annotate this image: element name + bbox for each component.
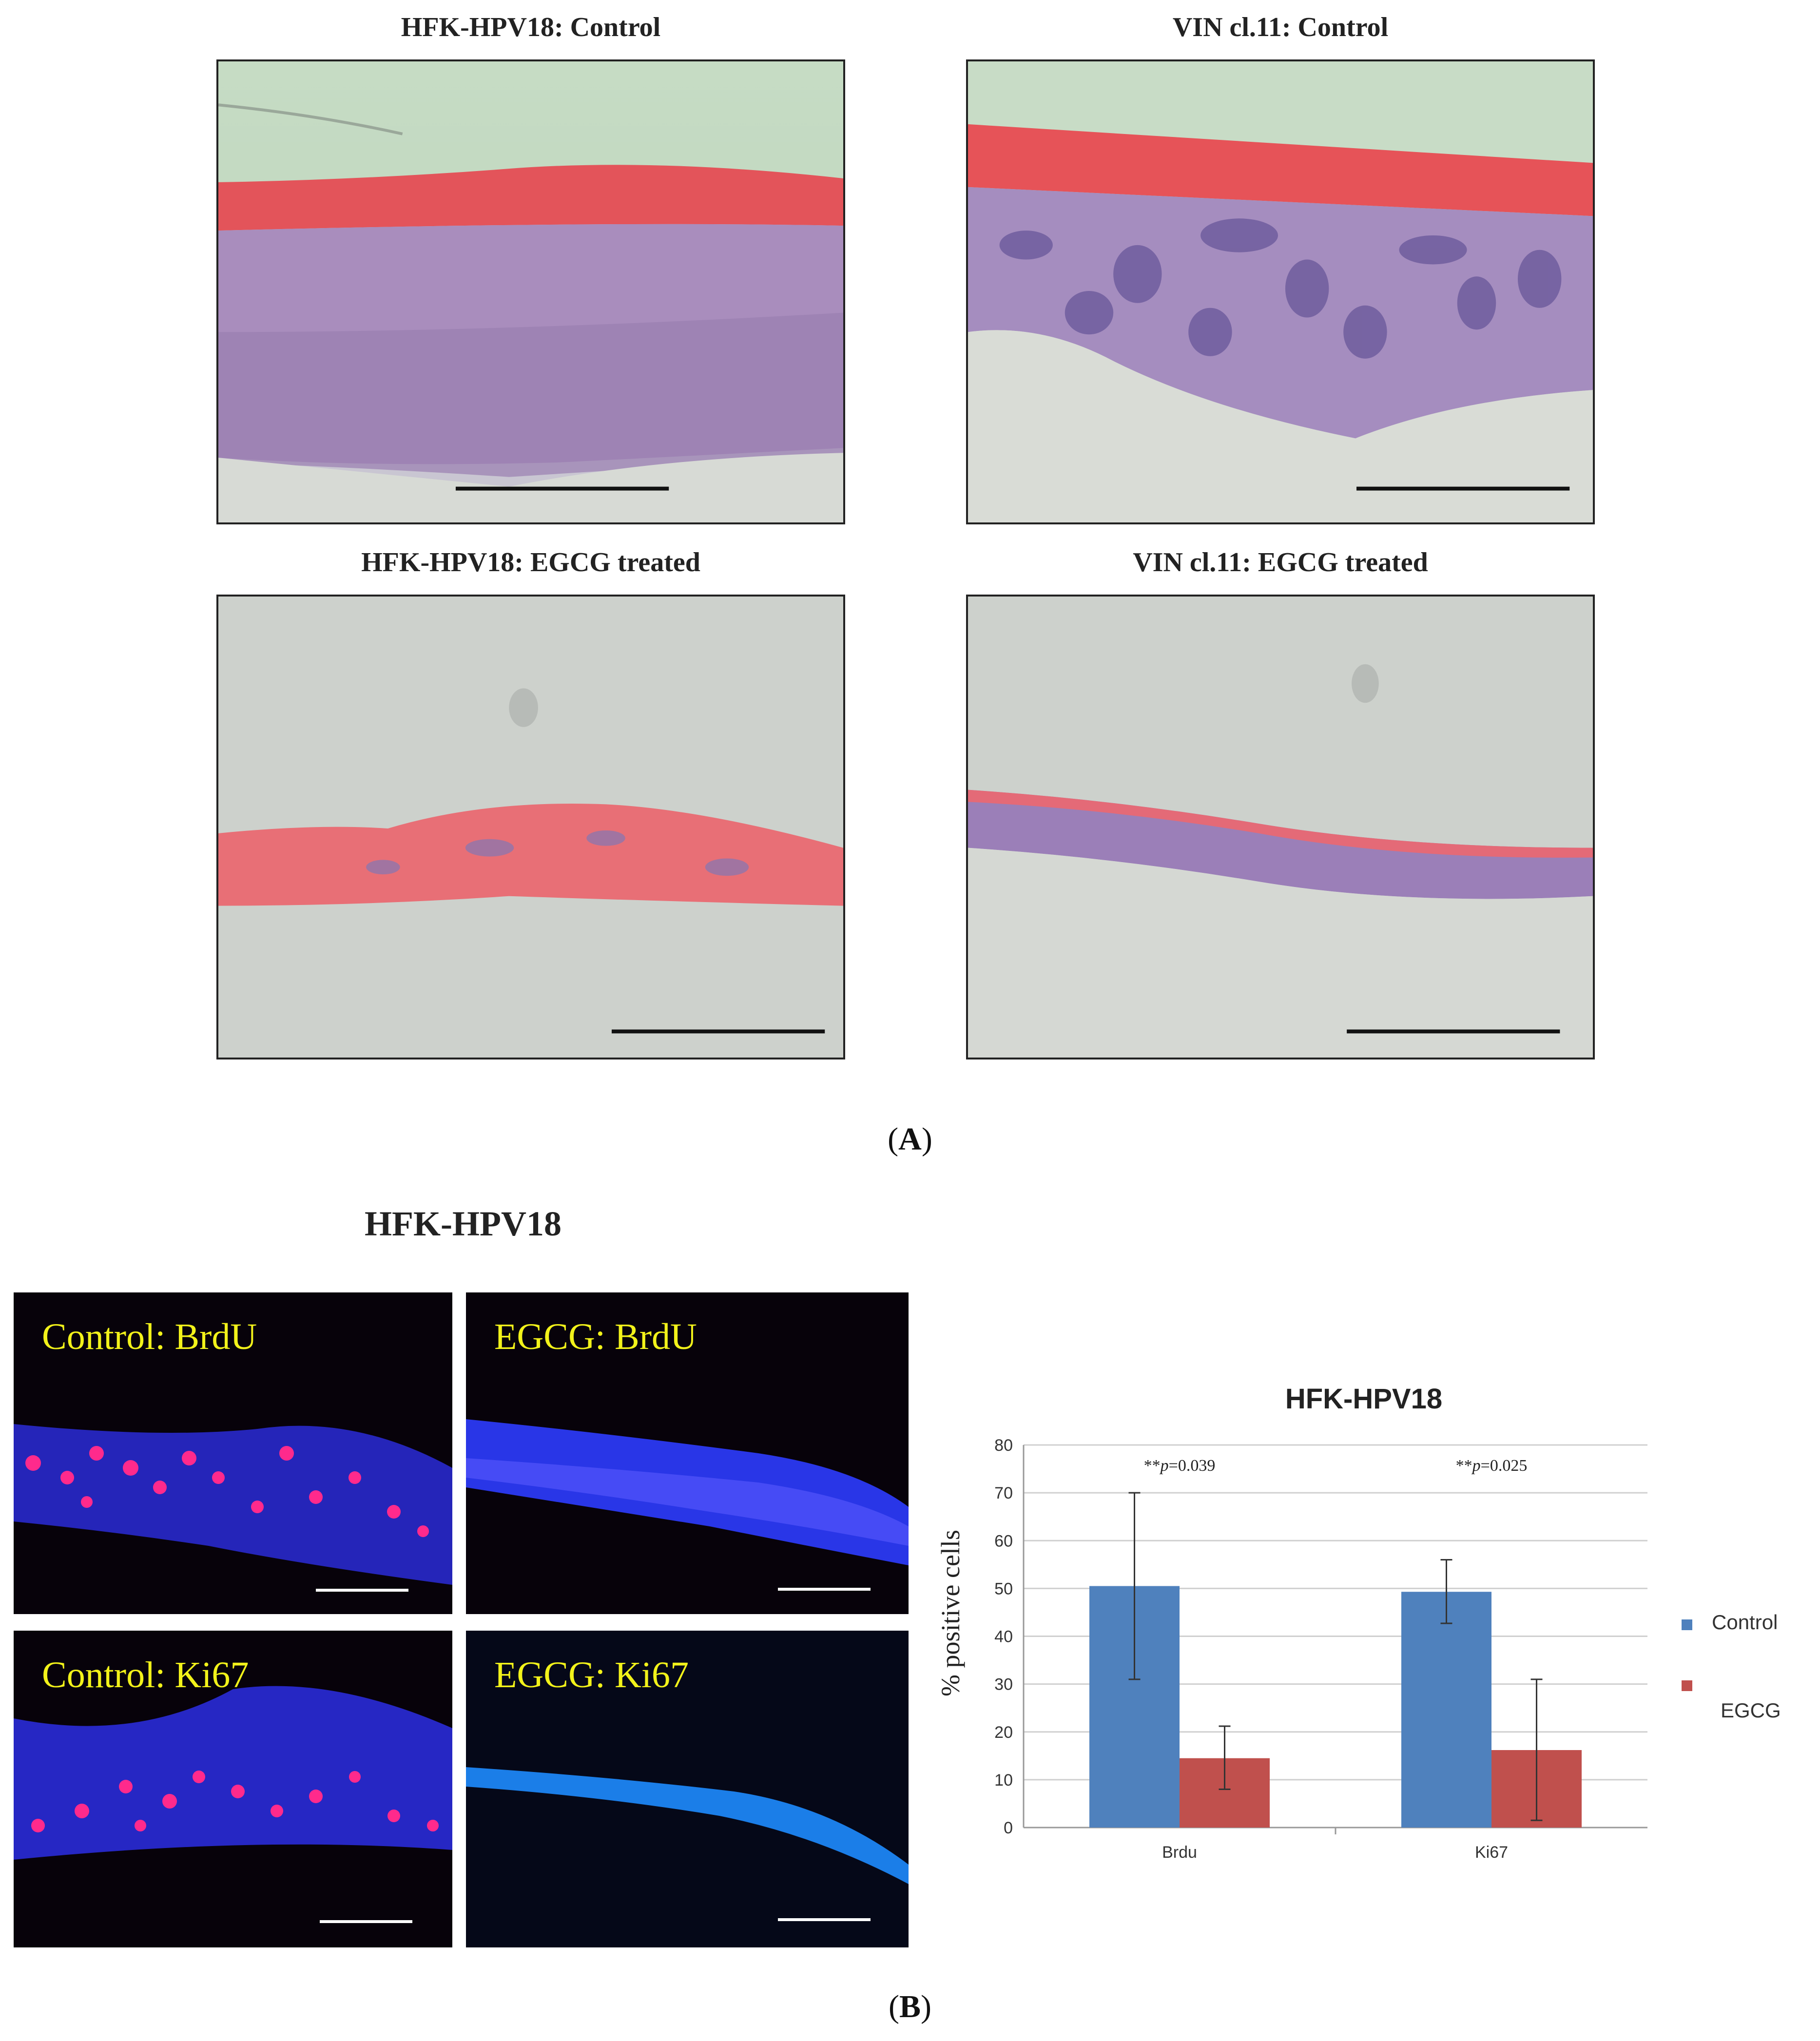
caption-a-open: (	[888, 1121, 899, 1157]
caption-a-letter: A	[898, 1121, 922, 1157]
caption-a: (A)	[837, 1121, 983, 1158]
y-tick-label: 30	[994, 1675, 1013, 1694]
bar-chart-svg: HFK-HPV18 % positive cells Brdu Ki67 0 10 2…	[936, 1383, 1781, 1862]
label-egcg-ki67: EGCG: Ki67	[494, 1655, 689, 1695]
micrograph-vin-egcg	[966, 595, 1595, 1059]
caption-b-open: (	[889, 1989, 899, 2024]
y-tick-label: 0	[1004, 1819, 1013, 1837]
p-value-annotation: **p=0.039	[1144, 1457, 1216, 1475]
fluorescence-egcg-brdu: EGCG: BrdU	[466, 1292, 909, 1614]
label-control-ki67: Control: Ki67	[42, 1655, 249, 1695]
caption-a-close: )	[921, 1121, 932, 1157]
label-egcg-brdu: EGCG: BrdU	[494, 1316, 697, 1357]
y-tick-label: 70	[994, 1484, 1013, 1502]
bar-control-ki67	[1401, 1592, 1491, 1828]
micrograph-hfk-control	[216, 59, 845, 524]
bar-chart: HFK-HPV18 % positive cells Brdu Ki67 0 10 2…	[921, 1360, 1813, 1881]
fluorescence-control-ki67: Control: Ki67	[14, 1631, 452, 1947]
panel-b-heading: HFK-HPV18	[365, 1204, 561, 1243]
x-tick-label: Brdu	[1162, 1843, 1197, 1862]
x-tick-label: Ki67	[1475, 1843, 1508, 1862]
y-tick-label: 10	[994, 1771, 1013, 1790]
caption-b-letter: B	[899, 1989, 921, 2024]
label-control-brdu: Control: BrdU	[42, 1316, 257, 1357]
p-value-annotation: **p=0.025	[1456, 1457, 1528, 1475]
title-hfk-egcg: HFK-HPV18: EGCG treated	[361, 547, 700, 578]
caption-b: (B)	[837, 1988, 983, 2025]
y-axis-label: % positive cells	[936, 1530, 965, 1696]
y-tick-label: 20	[994, 1723, 1013, 1742]
caption-b-close: )	[921, 1989, 931, 2024]
title-hfk-control: HFK-HPV18: Control	[401, 12, 661, 42]
legend-swatch-control	[1682, 1619, 1692, 1630]
y-tick-label: 80	[994, 1436, 1013, 1455]
chart-title: HFK-HPV18	[1285, 1383, 1442, 1415]
fluorescence-egcg-ki67: EGCG: Ki67	[466, 1631, 909, 1947]
legend-label-egcg: EGCG	[1721, 1699, 1781, 1722]
fluorescence-control-brdu: Control: BrdU	[14, 1292, 452, 1614]
title-vin-control: VIN cl.11: Control	[1172, 12, 1389, 42]
y-tick-label: 40	[994, 1628, 1013, 1646]
legend-swatch-egcg	[1682, 1680, 1692, 1691]
title-vin-egcg: VIN cl.11: EGCG treated	[1133, 547, 1428, 578]
y-tick-label: 50	[994, 1579, 1013, 1598]
legend-label-control: Control	[1712, 1611, 1778, 1634]
y-tick-label: 60	[994, 1532, 1013, 1550]
micrograph-hfk-egcg	[216, 595, 845, 1059]
micrograph-vin-control	[966, 59, 1595, 524]
